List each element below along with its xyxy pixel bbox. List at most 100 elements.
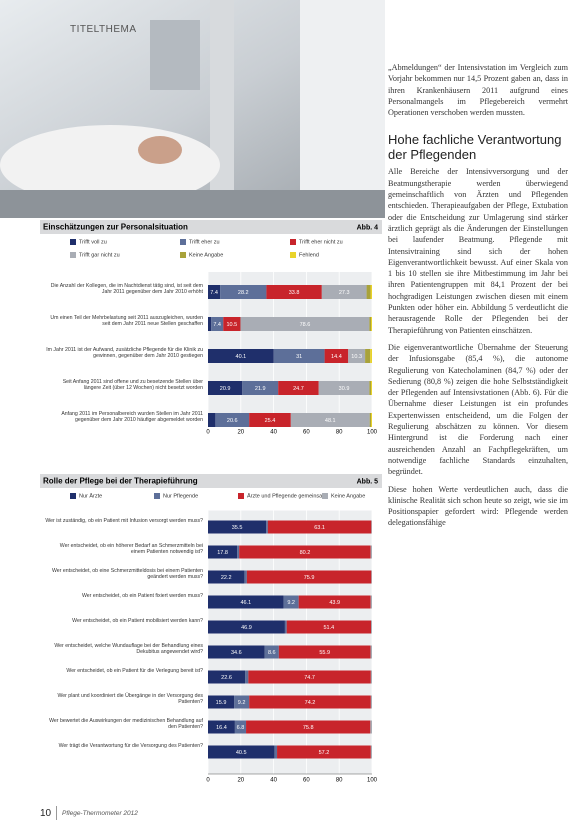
bar-segment bbox=[211, 317, 224, 331]
legend-label: Ärzte und Pflegende gemeinsam bbox=[247, 492, 327, 499]
figure-label: Abb. 5 bbox=[357, 478, 378, 485]
bar-segment bbox=[274, 745, 278, 759]
bar-segment bbox=[290, 413, 370, 427]
value-label: 7.4 bbox=[213, 322, 221, 328]
bar-segment bbox=[208, 620, 285, 634]
legend-label: Nur Ärzte bbox=[79, 492, 102, 499]
bar-segment bbox=[324, 349, 349, 363]
legend-swatch bbox=[70, 252, 76, 258]
bar-segment bbox=[369, 381, 372, 395]
value-label: 14.4 bbox=[331, 354, 342, 360]
x-tick-label: 80 bbox=[336, 778, 343, 784]
bar-segment bbox=[208, 381, 243, 395]
bar-segment bbox=[370, 720, 372, 734]
value-label: 25.4 bbox=[265, 418, 276, 424]
bar-segment bbox=[370, 349, 372, 363]
value-label: 22.2 bbox=[221, 575, 232, 581]
value-label: 9.2 bbox=[238, 700, 246, 706]
bar-segment bbox=[371, 520, 372, 534]
bar-segment bbox=[264, 645, 279, 659]
bar-segment bbox=[370, 595, 372, 609]
bar-segment bbox=[278, 381, 319, 395]
bar-segment bbox=[266, 520, 268, 534]
value-label: 78.6 bbox=[300, 322, 311, 328]
x-tick-label: 20 bbox=[237, 778, 244, 784]
value-label: 80.2 bbox=[300, 550, 311, 556]
value-label: 15.9 bbox=[216, 700, 227, 706]
value-label: 46.9 bbox=[241, 625, 252, 631]
section-label: TITELTHEMA bbox=[70, 24, 137, 35]
value-label: 6.8 bbox=[237, 725, 245, 731]
x-tick-label: 0 bbox=[206, 430, 210, 436]
bar-segment bbox=[278, 645, 371, 659]
x-tick-label: 40 bbox=[270, 778, 277, 784]
legend-label: Keine Angabe bbox=[331, 493, 365, 499]
bar-segment bbox=[240, 317, 370, 331]
bar-segment bbox=[215, 413, 250, 427]
figure-label: Abb. 4 bbox=[357, 224, 378, 231]
bar-segment bbox=[208, 570, 245, 584]
value-label: 27.3 bbox=[339, 290, 350, 296]
value-label: 33.8 bbox=[289, 290, 300, 296]
bar-segment bbox=[234, 695, 250, 709]
value-label: 43.9 bbox=[329, 600, 340, 606]
category-label: Die Anzahl der Kollegen, die im Nachtdie… bbox=[50, 283, 203, 295]
bar-segment bbox=[208, 317, 212, 331]
chart: Rolle der Pflege bei der Therapieführung… bbox=[40, 474, 382, 784]
legend-swatch bbox=[238, 493, 244, 499]
chart-header bbox=[40, 474, 382, 488]
bar-segment bbox=[371, 570, 372, 584]
publication: Pflege-Thermometer 2012 bbox=[62, 810, 138, 817]
bar-segment bbox=[267, 520, 372, 534]
value-label: 21.9 bbox=[255, 386, 266, 392]
bar-segment bbox=[370, 745, 372, 759]
divider bbox=[56, 806, 57, 820]
bar-segment bbox=[277, 745, 371, 759]
page-number: 10 bbox=[40, 808, 52, 819]
legend-label: Fehlend bbox=[299, 252, 319, 258]
value-label: 9.2 bbox=[287, 600, 295, 606]
legend-swatch bbox=[180, 252, 186, 258]
value-label: 34.6 bbox=[231, 650, 242, 656]
value-label: 63.1 bbox=[314, 525, 325, 531]
value-label: 24.7 bbox=[293, 386, 304, 392]
x-tick-label: 40 bbox=[270, 430, 277, 436]
value-label: 46.1 bbox=[240, 600, 251, 606]
legend-swatch bbox=[290, 239, 296, 245]
bar-segment bbox=[370, 285, 372, 299]
bar-segment bbox=[246, 570, 372, 584]
bar-segment bbox=[266, 285, 322, 299]
chart-title: Rolle der Pflege bei der Therapieführung bbox=[43, 477, 198, 486]
value-label: 28.2 bbox=[238, 290, 249, 296]
bar-segment bbox=[370, 545, 372, 559]
bar-segment bbox=[245, 670, 249, 684]
category-label: Wer plant und koordiniert die Übergänge … bbox=[57, 693, 203, 705]
bar-segment bbox=[220, 285, 267, 299]
value-label: 16.4 bbox=[216, 725, 227, 731]
bar-segment bbox=[208, 745, 275, 759]
bar-segment bbox=[208, 595, 284, 609]
bar-segment bbox=[208, 720, 235, 734]
bar-segment bbox=[234, 720, 247, 734]
x-tick-label: 60 bbox=[303, 430, 310, 436]
bar-segment bbox=[208, 670, 246, 684]
value-label: 75.9 bbox=[304, 575, 315, 581]
bar-segment bbox=[208, 645, 265, 659]
value-label: 74.2 bbox=[305, 700, 316, 706]
value-label: 74.7 bbox=[304, 675, 315, 681]
value-label: 40.5 bbox=[236, 750, 247, 756]
x-tick-label: 100 bbox=[367, 778, 378, 784]
bar-segment bbox=[208, 285, 221, 299]
x-tick-label: 0 bbox=[206, 778, 210, 784]
paragraph: Alle Bereiche der Intensivversorgung und… bbox=[388, 167, 568, 335]
chart-title: Einschätzungen zur Personalsituation bbox=[43, 223, 188, 232]
value-label: 55.9 bbox=[319, 650, 330, 656]
category-label: Wer entscheidet, ob ein Patient für die … bbox=[66, 668, 203, 674]
value-label: 20.6 bbox=[227, 418, 238, 424]
bar-segment bbox=[248, 670, 371, 684]
bar-segment bbox=[369, 413, 372, 427]
photo bbox=[0, 0, 385, 218]
legend-label: Trifft eher nicht zu bbox=[299, 239, 343, 245]
bar-segment bbox=[246, 720, 371, 734]
